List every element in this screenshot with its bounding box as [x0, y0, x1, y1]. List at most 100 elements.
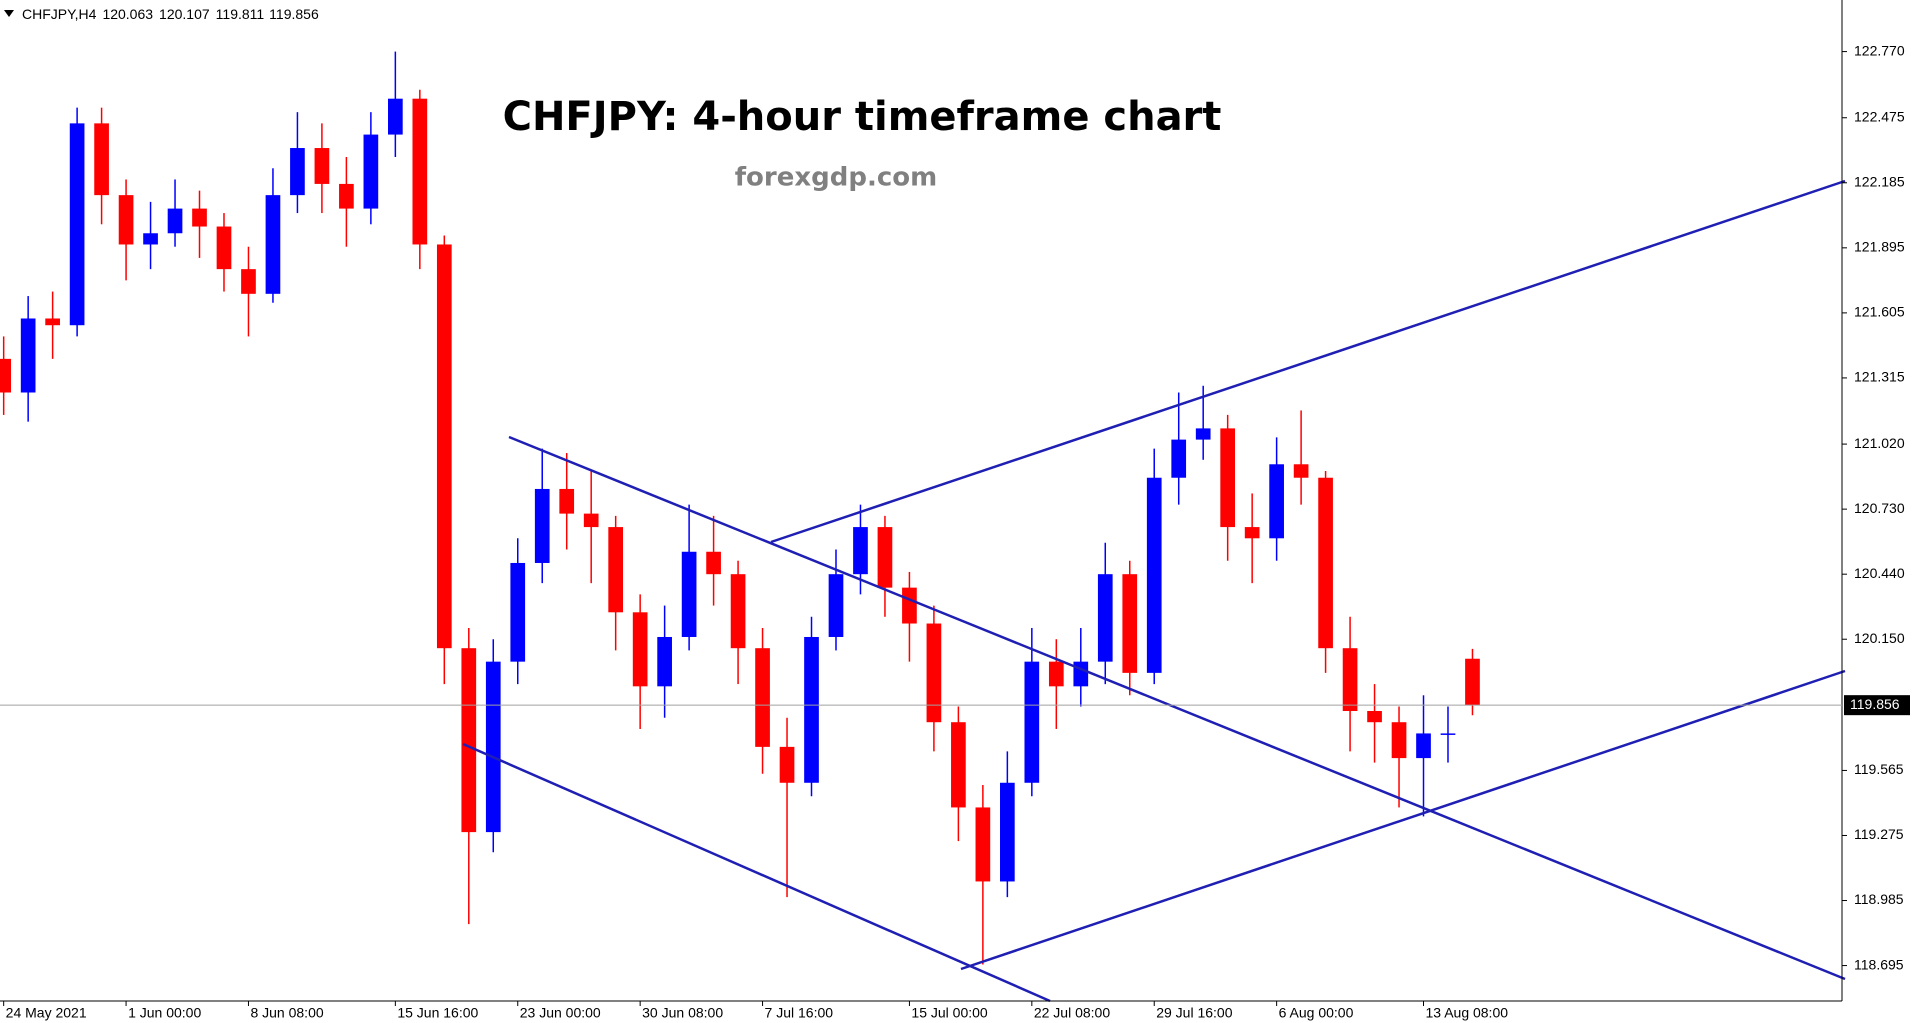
y-tick-label: 121.605 — [1854, 304, 1905, 320]
candle-body — [1391, 722, 1407, 759]
candle-body — [1024, 661, 1040, 783]
candle-body — [1342, 648, 1358, 711]
x-tick-label: 1 Jun 00:00 — [128, 1005, 201, 1021]
x-tick-label: 13 Aug 08:00 — [1426, 1005, 1509, 1021]
x-tick-label: 7 Jul 16:00 — [765, 1005, 834, 1021]
candle-body — [828, 574, 844, 637]
candle-body — [657, 636, 672, 687]
x-tick-label: 22 Jul 08:00 — [1034, 1005, 1110, 1021]
candle-body — [20, 318, 36, 393]
chart-title: CHFJPY: 4-hour timeframe chart — [503, 94, 1222, 140]
x-tick-label: 15 Jun 16:00 — [397, 1005, 478, 1021]
candle-body — [45, 318, 60, 326]
candle-body — [461, 648, 477, 833]
header-close: 119.856 — [269, 6, 319, 22]
candle-body — [1293, 464, 1309, 478]
y-tick-label: 121.020 — [1854, 435, 1905, 451]
candle-body — [706, 551, 721, 575]
candle-body — [1000, 782, 1015, 882]
trendline — [770, 179, 1846, 544]
candle-body — [1416, 733, 1431, 759]
candle-body — [1073, 661, 1089, 687]
candle-body — [1465, 658, 1480, 706]
candle-body — [290, 148, 305, 196]
candle-body — [1146, 477, 1162, 673]
y-tick-label: 122.475 — [1854, 108, 1905, 124]
x-tick-label: 23 Jun 00:00 — [520, 1005, 601, 1021]
x-tick-label: 29 Jul 16:00 — [1156, 1005, 1232, 1021]
candle-body — [69, 123, 85, 326]
y-tick-label: 121.315 — [1854, 369, 1905, 385]
candle-body — [1269, 464, 1284, 539]
y-tick-label: 121.895 — [1854, 239, 1905, 255]
current-price-label: 119.856 — [1850, 696, 1900, 712]
candle-body — [192, 208, 207, 227]
candle-body — [412, 98, 428, 245]
candle-body — [339, 183, 354, 209]
candle-body — [485, 661, 501, 833]
candle-body — [583, 513, 599, 528]
candle-body — [314, 148, 330, 184]
x-tick-label: 6 Aug 00:00 — [1279, 1005, 1354, 1021]
candle-body — [1195, 428, 1211, 440]
candle-body — [436, 244, 452, 649]
header-low: 119.811 — [216, 6, 265, 22]
candle-body — [1097, 574, 1113, 662]
candle-body — [926, 623, 942, 723]
chart-subtitle: forexgdp.com — [735, 163, 937, 193]
y-tick-label: 120.150 — [1854, 630, 1905, 646]
y-tick-label: 120.440 — [1854, 565, 1905, 581]
candle-body — [1122, 574, 1138, 673]
candle-body — [510, 562, 526, 662]
y-tick-label: 118.985 — [1854, 891, 1904, 907]
candle-body — [143, 233, 158, 245]
y-tick-label: 118.695 — [1854, 956, 1904, 972]
candle-body — [1244, 527, 1260, 539]
candle-body — [363, 134, 379, 209]
candle-body — [1440, 733, 1456, 735]
candle-body — [388, 98, 403, 135]
candle-body — [730, 574, 746, 649]
candle-body — [265, 195, 281, 294]
candle-body — [755, 648, 770, 747]
candle-body — [975, 807, 991, 882]
y-tick-label: 122.185 — [1854, 173, 1905, 189]
candle-body — [216, 226, 232, 270]
x-tick-label: 15 Jul 00:00 — [911, 1005, 987, 1021]
x-tick-label: 24 May 2021 — [6, 1005, 87, 1021]
candle-body — [902, 587, 917, 624]
candle-body — [1048, 661, 1064, 687]
trendline — [508, 435, 1846, 981]
candle-body — [94, 123, 109, 196]
symbol: CHFJPY,H4 — [22, 6, 97, 22]
candle-body — [559, 488, 575, 514]
candle-body — [951, 722, 966, 808]
candle-body — [804, 636, 819, 783]
candle-body — [779, 746, 795, 783]
candle-body — [241, 269, 256, 294]
candle-body — [877, 527, 893, 588]
chart-header: CHFJPY,H4 120.063 120.107 119.811 119.856 — [22, 6, 319, 22]
candle-body — [853, 527, 868, 575]
candle-body — [167, 208, 183, 234]
menu-icon[interactable] — [4, 10, 14, 17]
y-tick-label: 119.565 — [1854, 761, 1904, 777]
candle-body — [1367, 710, 1382, 723]
candle-body — [608, 527, 624, 613]
y-tick-label: 122.770 — [1854, 42, 1905, 58]
candle-body — [1220, 428, 1236, 528]
candle-body — [632, 612, 648, 687]
plot-area — [0, 51, 1480, 965]
candle-body — [118, 195, 134, 245]
x-tick-label: 30 Jun 08:00 — [642, 1005, 723, 1021]
header-open: 120.063 — [102, 6, 153, 22]
x-tick-label: 8 Jun 08:00 — [250, 1005, 323, 1021]
candle-body — [681, 551, 697, 637]
trendlines — [462, 179, 1846, 1003]
y-tick-label: 120.730 — [1854, 500, 1905, 516]
candle-body — [1171, 439, 1187, 478]
header-high: 120.107 — [159, 6, 210, 22]
y-tick-label: 119.275 — [1854, 826, 1904, 842]
